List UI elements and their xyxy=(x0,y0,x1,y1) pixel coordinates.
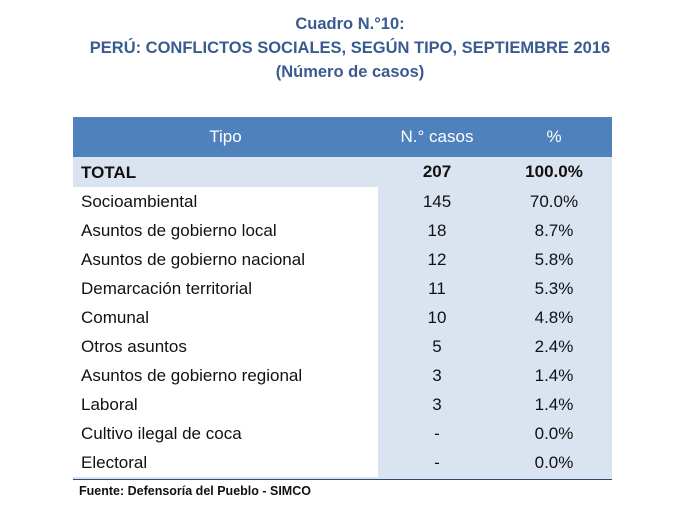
row-casos: 18 xyxy=(427,220,447,240)
table-row: Demarcación territorial 11 5.3% xyxy=(73,274,612,303)
row-tipo: Socioambiental xyxy=(73,187,378,216)
row-casos: 12 xyxy=(427,249,447,269)
row-tipo: Asuntos de gobierno nacional xyxy=(73,245,378,274)
row-tipo: Demarcación territorial xyxy=(73,274,378,303)
row-casos: - xyxy=(434,423,440,443)
conflicts-table: Tipo N.° casos % TOTAL 207 100.0% Socioa… xyxy=(73,117,612,480)
row-casos: 3 xyxy=(432,394,442,414)
row-tipo: Electoral xyxy=(73,448,378,477)
caption-number: Cuadro N.°10: xyxy=(295,15,405,33)
row-casos: - xyxy=(434,452,440,472)
table-header: Tipo N.° casos % xyxy=(73,117,612,157)
row-casos: 10 xyxy=(427,307,447,327)
row-pct: 1.4% xyxy=(534,365,574,385)
table-row: Otros asuntos 5 2.4% xyxy=(73,332,612,361)
caption-title: PERÚ: CONFLICTOS SOCIALES, SEGÚN TIPO, S… xyxy=(89,39,611,57)
total-row: TOTAL 207 100.0% xyxy=(73,157,612,187)
row-casos: 3 xyxy=(432,365,442,385)
row-pct: 70.0% xyxy=(529,191,579,211)
total-pct: 100.0% xyxy=(525,162,583,181)
source-note: Fuente: Defensoría del Pueblo - SIMCO xyxy=(79,484,311,498)
row-tipo: Otros asuntos xyxy=(73,332,378,361)
row-pct: 4.8% xyxy=(534,307,574,327)
row-pct: 2.4% xyxy=(534,336,574,356)
row-casos: 11 xyxy=(428,278,446,298)
table-body: Socioambiental 145 70.0% Asuntos de gobi… xyxy=(73,187,612,479)
row-pct: 5.8% xyxy=(534,249,574,269)
table-caption: Cuadro N.°10: PERÚ: CONFLICTOS SOCIALES,… xyxy=(0,12,700,84)
table-row: Asuntos de gobierno nacional 12 5.8% xyxy=(73,245,612,274)
row-pct: 0.0% xyxy=(534,452,574,472)
table-row: Electoral - 0.0% xyxy=(73,448,612,477)
table-row: Comunal 10 4.8% xyxy=(73,303,612,332)
header-casos: N.° casos xyxy=(400,127,474,146)
row-casos: 5 xyxy=(432,336,442,356)
row-pct: 0.0% xyxy=(534,423,574,443)
header-tipo: Tipo xyxy=(209,127,242,146)
table-row: Cultivo ilegal de coca - 0.0% xyxy=(73,419,612,448)
row-tipo: Cultivo ilegal de coca xyxy=(73,419,378,448)
row-tipo: Comunal xyxy=(73,303,378,332)
header-pct: % xyxy=(546,127,562,146)
row-tipo: Asuntos de gobierno local xyxy=(73,216,378,245)
row-pct: 1.4% xyxy=(534,394,574,414)
table-row: Laboral 3 1.4% xyxy=(73,390,612,419)
total-label: TOTAL xyxy=(81,162,137,182)
row-pct: 8.7% xyxy=(534,220,574,240)
row-casos: 145 xyxy=(422,191,452,211)
caption-units: (Número de casos) xyxy=(275,63,425,81)
row-pct: 5.3% xyxy=(534,278,574,298)
table-row: Asuntos de gobierno local 18 8.7% xyxy=(73,216,612,245)
table-row: Asuntos de gobierno regional 3 1.4% xyxy=(73,361,612,390)
row-tipo: Laboral xyxy=(73,390,378,419)
table-row: Socioambiental 145 70.0% xyxy=(73,187,612,216)
row-tipo: Asuntos de gobierno regional xyxy=(73,361,378,390)
total-casos: 207 xyxy=(422,162,452,181)
